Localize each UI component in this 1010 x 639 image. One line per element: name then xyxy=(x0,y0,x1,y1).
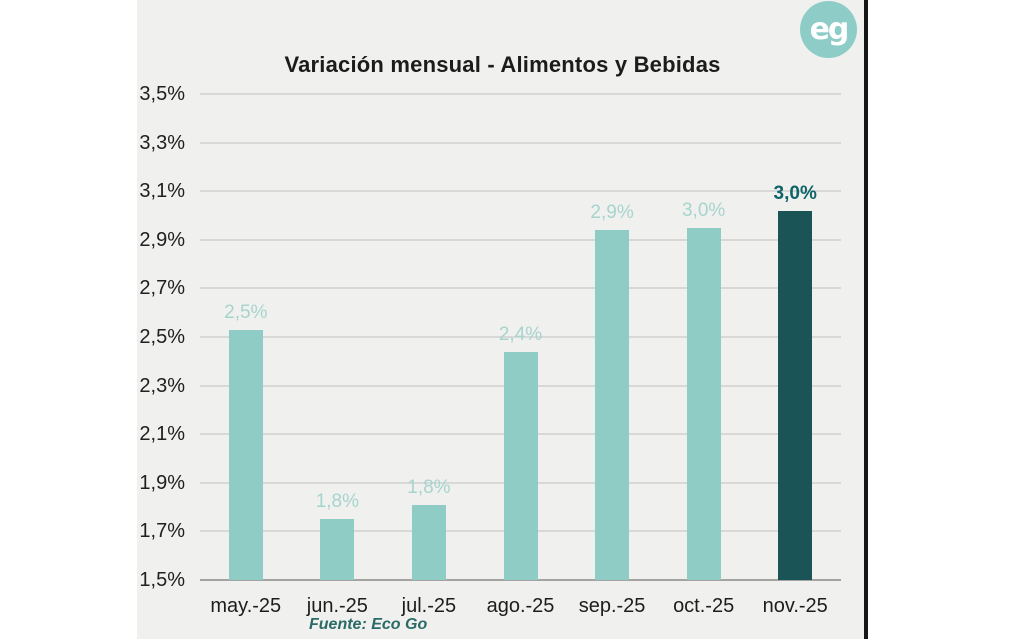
y-axis-tick-label: 3,1% xyxy=(139,180,185,203)
y-axis-tick-label: 1,7% xyxy=(139,520,185,543)
eco-go-logo-text: eg xyxy=(809,12,850,47)
gridline-3_3 xyxy=(200,141,841,144)
bar-value-label-oct25: 3,0% xyxy=(681,199,726,221)
y-axis-tick-label: 2,5% xyxy=(139,326,185,348)
eco-go-logo: eg xyxy=(800,1,857,58)
bar-jun25 xyxy=(320,519,355,580)
gridline-3_5 xyxy=(200,93,841,95)
y-axis-tick-label: 3,3% xyxy=(139,131,185,154)
gridline-3_1 xyxy=(200,190,841,193)
x-axis-tick-label-jul25: jul.-25 xyxy=(401,595,457,617)
bar-value-label-nov25: 3,0% xyxy=(773,182,817,204)
gridline-2_7 xyxy=(200,287,841,290)
source-note: Fuente: Eco Go xyxy=(309,616,428,633)
y-axis-tick-label: 2,9% xyxy=(139,228,185,251)
x-axis-tick-label-oct25: oct.-25 xyxy=(673,595,735,617)
gridline-1_5 xyxy=(200,579,841,581)
x-axis-tick-label-ago25: ago.-25 xyxy=(486,595,555,617)
y-axis-tick-label: 3,5% xyxy=(139,83,185,105)
bar-value-label-sep25: 2,9% xyxy=(590,202,634,224)
bar-value-label-jul25: 1,8% xyxy=(407,476,451,498)
y-axis-tick-label: 1,5% xyxy=(139,569,185,591)
x-axis-tick-label-jun25: jun.-25 xyxy=(306,595,368,617)
y-axis-tick-label: 2,1% xyxy=(139,423,185,446)
x-axis-tick-label-may25: may.-25 xyxy=(210,595,282,617)
gridline-2_9 xyxy=(200,238,841,241)
x-axis-tick-label-sep25: sep.-25 xyxy=(578,595,646,617)
y-axis-tick-label: 2,3% xyxy=(139,374,185,397)
bar-sep25 xyxy=(595,230,630,580)
chart-card: eg Variación mensual - Alimentos y Bebid… xyxy=(137,0,868,639)
bar-value-label-may25: 2,5% xyxy=(224,301,268,323)
gridline-2_5 xyxy=(200,336,841,338)
bar-value-label-ago25: 2,4% xyxy=(498,323,543,345)
y-axis-tick-label: 1,9% xyxy=(139,471,185,494)
bar-value-label-jun25: 1,8% xyxy=(315,491,359,513)
bar-oct25 xyxy=(686,227,721,580)
bar-jul25 xyxy=(411,504,446,580)
bar-ago25 xyxy=(503,351,538,580)
y-axis-tick-label: 2,7% xyxy=(139,277,185,300)
x-axis-tick-label-nov25: nov.-25 xyxy=(762,595,828,617)
bar-may25 xyxy=(228,329,263,580)
chart-title: Variación mensual - Alimentos y Bebidas xyxy=(284,52,721,77)
bar-nov25 xyxy=(778,210,813,580)
